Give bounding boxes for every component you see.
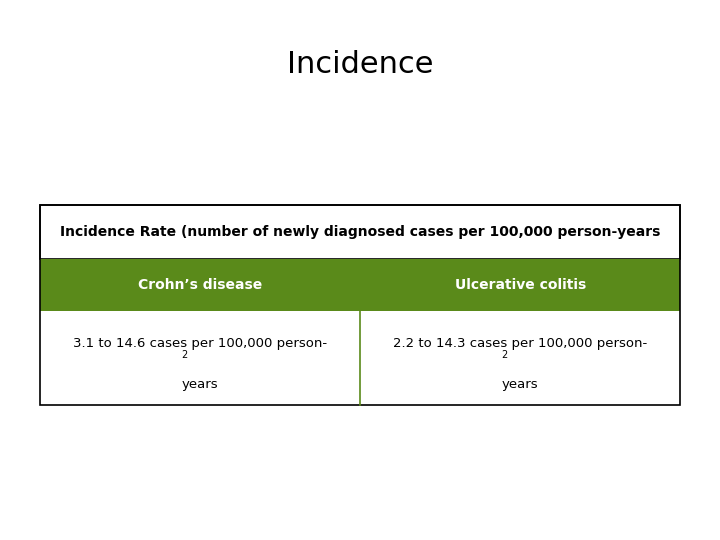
Text: Incidence: Incidence: [287, 50, 433, 79]
Text: Ulcerative colitis: Ulcerative colitis: [454, 278, 586, 292]
Bar: [40, 310, 680, 405]
Bar: [40, 205, 680, 405]
Text: Incidence Rate (number of newly diagnosed cases per 100,000 person-years: Incidence Rate (number of newly diagnose…: [60, 225, 660, 239]
Text: 3.1 to 14.6 cases per 100,000 person-: 3.1 to 14.6 cases per 100,000 person-: [73, 337, 327, 350]
Text: years: years: [502, 377, 539, 391]
Text: years: years: [181, 377, 218, 391]
Text: 2: 2: [181, 350, 187, 361]
Text: 2.2 to 14.3 cases per 100,000 person-: 2.2 to 14.3 cases per 100,000 person-: [393, 337, 647, 350]
Text: 2: 2: [501, 350, 508, 361]
Bar: [40, 259, 680, 310]
Text: Crohn’s disease: Crohn’s disease: [138, 278, 262, 292]
Bar: [40, 205, 680, 259]
